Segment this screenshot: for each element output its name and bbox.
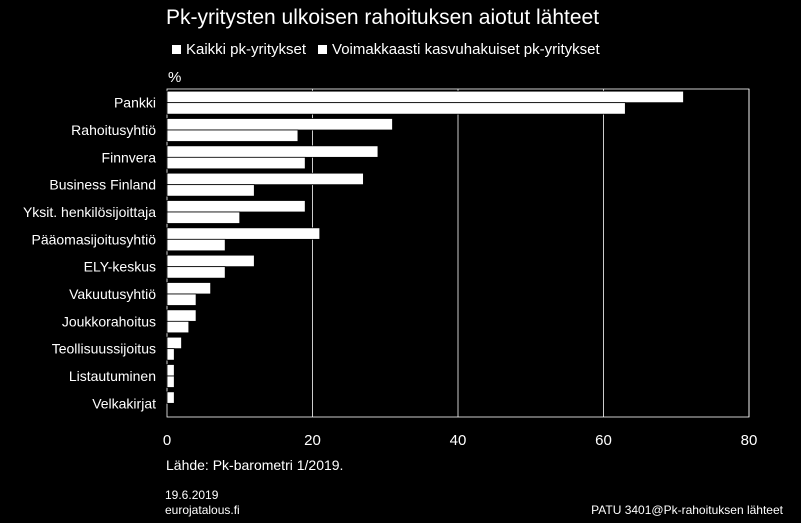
bar-all-6 [166,254,255,268]
footer-site: eurojatalous.fi [165,503,240,517]
category-label-2: Finnvera [102,149,157,165]
bar-growth-2 [166,156,306,170]
x-tick-label-1: 20 [304,432,321,449]
y-axis-unit-label: % [168,69,182,86]
bar-all-10 [166,364,175,377]
bar-all-3 [166,172,364,186]
x-tick-label-3: 60 [595,432,612,449]
bar-all-8 [166,309,197,322]
footer-date: 19.6.2019 [165,488,219,502]
bar-growth-6 [166,266,226,279]
legend-item-all: Kaikki pk-yritykset [172,41,306,58]
bar-growth-8 [166,320,190,334]
bar-growth-9 [166,348,175,361]
legend-swatch-growth [318,45,328,54]
category-label-0: Pankki [114,95,156,111]
x-tick-label-2: 40 [450,432,467,449]
x-tick-label-4: 80 [741,432,758,449]
legend-label-all: Kaikki pk-yritykset [186,41,307,58]
bar-all-11 [166,391,175,404]
bar-growth-10 [166,375,175,388]
category-label-1: Rahoitusyhtiö [71,122,156,138]
bar-growth-4 [166,211,241,224]
category-label-3: Business Finland [49,177,156,193]
legend-item-growth: Voimakkaasti kasvuhakuiset pk-yritykset [318,41,600,58]
bar-growth-1 [166,129,299,142]
bar-growth-0 [166,102,626,115]
bar-growth-7 [166,293,197,306]
chart-title: Pk-yritysten ulkoisen rahoituksen aiotut… [166,6,600,29]
bar-all-2 [166,145,379,158]
footer-code: PATU 3401@Pk-rahoituksen lähteet [591,503,783,517]
bar-all-9 [166,336,182,350]
plot-frame [166,88,750,418]
category-label-9: Teollisuussijoitus [52,341,156,357]
legend-label-growth: Voimakkaasti kasvuhakuiset pk-yritykset [332,41,600,58]
category-label-10: Listautuminen [69,368,156,384]
x-tick-label-0: 0 [163,432,171,449]
category-label-4: Yksit. henkilösijoittaja [23,204,156,220]
category-label-8: Joukkorahoitus [62,313,156,329]
legend-swatch-all [172,45,181,54]
source-note: Lähde: Pk-barometri 1/2019. [166,457,344,473]
bar-growth-5 [166,238,226,252]
bar-all-5 [166,227,321,240]
category-label-5: Pääomasijoitusyhtiö [31,231,156,247]
bar-all-7 [166,282,212,295]
category-label-6: ELY-keskus [84,259,156,275]
legend: Kaikki pk-yritykset Voimakkaasti kasvuha… [172,41,612,58]
bar-all-0 [166,90,684,104]
bar-growth-3 [166,184,255,197]
bar-all-4 [166,200,306,213]
bar-all-1 [166,118,393,131]
category-label-11: Velkakirjat [92,395,156,411]
category-label-7: Vakuutusyhtiö [69,286,156,302]
